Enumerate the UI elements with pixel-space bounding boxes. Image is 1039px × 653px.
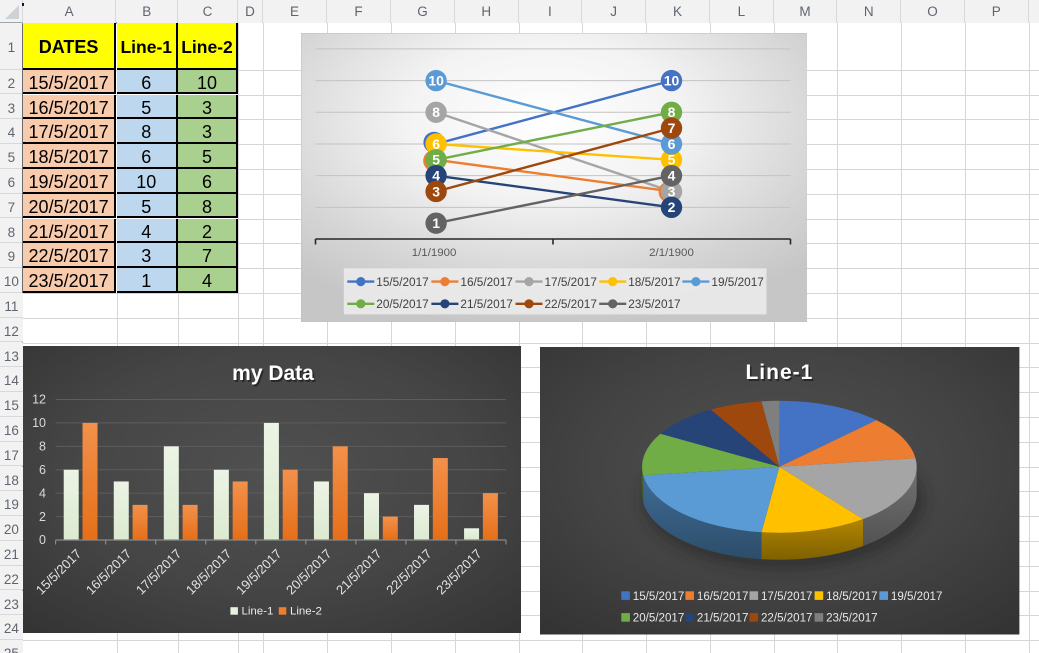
svg-text:my Data: my Data: [232, 362, 314, 385]
svg-text:22/5/2017: 22/5/2017: [761, 613, 813, 625]
svg-text:16/5/2017: 16/5/2017: [460, 276, 512, 289]
svg-text:23/5/2017: 23/5/2017: [628, 298, 680, 311]
svg-text:4: 4: [39, 486, 46, 500]
svg-text:17/5/2017: 17/5/2017: [544, 276, 596, 289]
svg-text:12: 12: [32, 393, 46, 407]
svg-text:20/5/2017: 20/5/2017: [633, 613, 685, 625]
svg-text:1/1/1900: 1/1/1900: [411, 247, 456, 259]
svg-text:5: 5: [432, 152, 440, 168]
svg-text:4: 4: [667, 168, 675, 184]
svg-text:3: 3: [432, 183, 440, 199]
svg-text:2/1/1900: 2/1/1900: [649, 247, 694, 259]
svg-text:20/5/2017: 20/5/2017: [376, 298, 428, 311]
svg-text:my Data: my Data: [234, 364, 316, 387]
svg-text:19/5/2017: 19/5/2017: [711, 276, 763, 289]
svg-text:18/5/2017: 18/5/2017: [628, 276, 680, 289]
svg-text:2: 2: [39, 510, 46, 524]
svg-text:21/5/2017: 21/5/2017: [697, 613, 749, 625]
svg-text:21/5/2017: 21/5/2017: [460, 298, 512, 311]
svg-text:1: 1: [432, 215, 440, 231]
svg-text:3: 3: [667, 183, 675, 199]
svg-text:6: 6: [667, 136, 675, 152]
svg-text:6: 6: [432, 136, 440, 152]
svg-text:4: 4: [432, 168, 440, 184]
svg-text:10: 10: [32, 416, 46, 430]
svg-text:Line-1: Line-1: [746, 361, 814, 384]
svg-text:10: 10: [663, 73, 679, 89]
svg-text:10: 10: [428, 73, 444, 89]
svg-text:8: 8: [667, 104, 675, 120]
svg-text:5: 5: [667, 152, 675, 168]
svg-text:23/5/2017: 23/5/2017: [826, 613, 878, 625]
svg-text:18/5/2017: 18/5/2017: [826, 591, 878, 603]
svg-text:15/5/2017: 15/5/2017: [376, 276, 428, 289]
svg-text:8: 8: [432, 104, 440, 120]
svg-text:22/5/2017: 22/5/2017: [544, 298, 596, 311]
svg-text:17/5/2017: 17/5/2017: [761, 591, 813, 603]
svg-text:7: 7: [667, 120, 675, 136]
svg-text:Line-1: Line-1: [241, 606, 273, 618]
svg-text:16/5/2017: 16/5/2017: [697, 591, 749, 603]
svg-text:Line-1: Line-1: [747, 363, 815, 386]
svg-text:19/5/2017: 19/5/2017: [891, 591, 943, 603]
svg-text:Line-2: Line-2: [290, 606, 322, 618]
svg-text:8: 8: [39, 440, 46, 454]
svg-text:2: 2: [667, 199, 675, 215]
svg-text:15/5/2017: 15/5/2017: [633, 591, 685, 603]
svg-text:6: 6: [39, 463, 46, 477]
svg-text:0: 0: [39, 533, 46, 547]
